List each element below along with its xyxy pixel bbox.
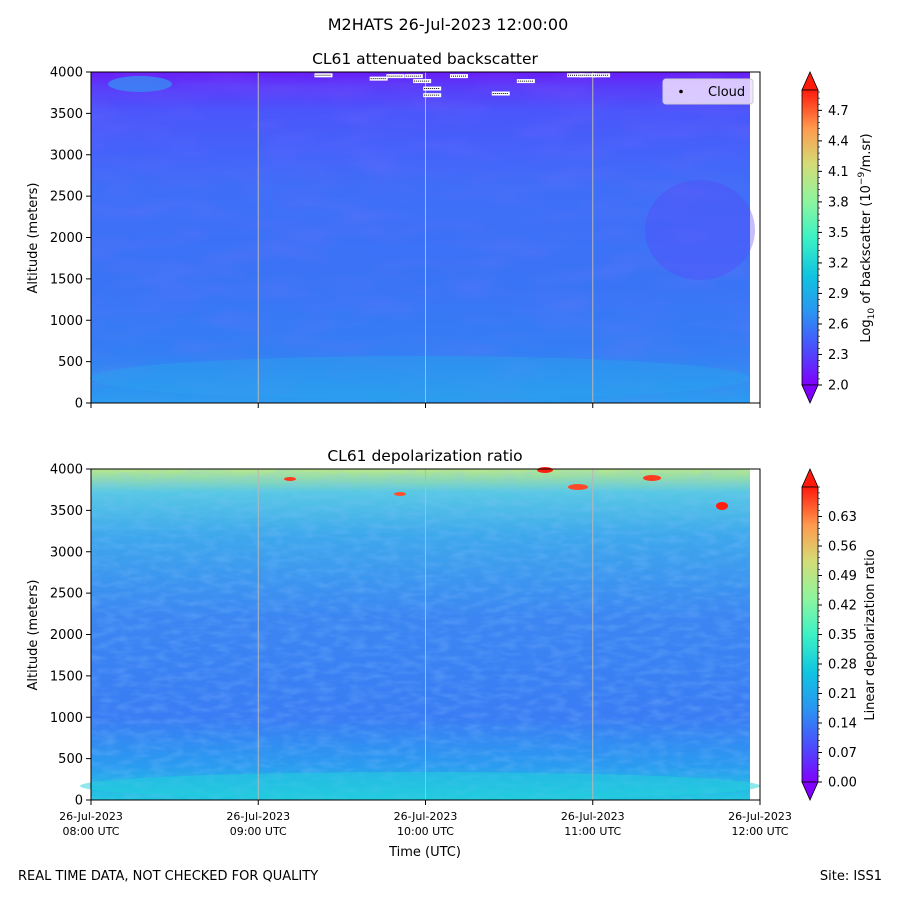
y-tick-label: 2500 xyxy=(50,190,83,205)
x-tick-label-date: 26-Jul-2023 xyxy=(728,810,792,823)
quality-disclaimer: REAL TIME DATA, NOT CHECKED FOR QUALITY xyxy=(18,869,319,884)
figure-suptitle: M2HATS 26-Jul-2023 12:00:00 xyxy=(328,15,569,34)
legend: Cloud xyxy=(662,78,754,105)
colorbar-tick-label: 2.3 xyxy=(828,348,849,363)
depolarization-lower-band xyxy=(80,772,760,800)
x-tick-label-date: 26-Jul-2023 xyxy=(59,810,123,823)
depolarization-colorbar-label: Linear depolarization ratio xyxy=(863,549,878,720)
colorbar-tick-label: 0.07 xyxy=(828,746,857,761)
depolarization-title: CL61 depolarization ratio xyxy=(327,447,522,465)
colorbar-tick-label: 0.35 xyxy=(828,628,857,643)
backscatter-ylabel: Altitude (meters) xyxy=(26,183,41,294)
y-tick-label: 1000 xyxy=(50,711,83,726)
colorbar-tick-label: 4.1 xyxy=(828,165,849,180)
y-tick-label: 3500 xyxy=(50,504,83,519)
y-tick-label: 3500 xyxy=(50,107,83,122)
depolarization-xlabel: Time (UTC) xyxy=(388,845,461,860)
backscatter-colorbar-label: Log10 of backscatter (10−9/m.sr) xyxy=(857,133,877,342)
colorbar-tick-label: 4.4 xyxy=(828,134,849,149)
colorbar-tick-label: 0.42 xyxy=(828,599,857,614)
y-tick-label: 500 xyxy=(58,355,83,370)
colorbar-tick-label: 3.8 xyxy=(828,195,849,210)
depolarization-red-spot xyxy=(716,502,728,510)
y-tick-label: 500 xyxy=(58,752,83,767)
backscatter-colorbar-fill xyxy=(801,89,819,386)
legend-cloud-marker xyxy=(679,89,683,94)
backscatter-colorbar-bottom-arrow xyxy=(801,384,819,404)
depolarization-colorbar: 0.00 0.07 0.14 0.21 0.28 0.35 0.42 0.49 0.56 0.63… xyxy=(801,468,878,801)
colorbar-tick-label: 0.21 xyxy=(828,687,857,702)
backscatter-colorbar-top-arrow xyxy=(801,71,819,91)
x-tick-label-date: 26-Jul-2023 xyxy=(561,810,625,823)
y-tick-label: 0 xyxy=(75,397,83,412)
colorbar-tick-label: 0.49 xyxy=(828,569,857,584)
colorbar-tick-label: 0.14 xyxy=(828,717,857,732)
depolarization-texture xyxy=(91,469,750,800)
y-tick-label: 2000 xyxy=(50,231,83,246)
legend-cloud-label: Cloud xyxy=(708,85,745,100)
legend-box xyxy=(662,78,754,105)
depolarization-red-spot xyxy=(537,467,553,473)
x-tick-label-time: 12:00 UTC xyxy=(731,825,788,838)
x-tick-label-time: 10:00 UTC xyxy=(397,825,454,838)
backscatter-purple-patch xyxy=(645,180,755,280)
y-tick-label: 3000 xyxy=(50,545,83,560)
backscatter-upper-cloud-patch xyxy=(108,76,172,92)
y-tick-label: 1500 xyxy=(50,669,83,684)
depolarization-ylabel: Altitude (meters) xyxy=(26,580,41,691)
x-tick-label-time: 09:00 UTC xyxy=(230,825,287,838)
depolarization-colorbar-top-arrow xyxy=(801,468,819,488)
y-tick-label: 1500 xyxy=(50,272,83,287)
x-tick-label-time: 08:00 UTC xyxy=(62,825,119,838)
depolarization-colorbar-fill xyxy=(801,486,819,783)
y-tick-label: 3000 xyxy=(50,148,83,163)
colorbar-tick-label: 0.28 xyxy=(828,658,857,673)
backscatter-lower-band xyxy=(90,356,750,400)
colorbar-tick-label: 2.0 xyxy=(828,379,849,394)
colorbar-tick-label: 4.7 xyxy=(828,104,849,119)
depolarization-red-spot xyxy=(568,484,588,490)
x-tick-label-date: 26-Jul-2023 xyxy=(394,810,458,823)
colorbar-tick-label: 0.00 xyxy=(828,776,857,791)
y-tick-label: 1000 xyxy=(50,314,83,329)
y-tick-label: 0 xyxy=(75,794,83,809)
colorbar-tick-label: 3.5 xyxy=(828,226,849,241)
colorbar-tick-label: 0.63 xyxy=(828,510,857,525)
site-label: Site: ISS1 xyxy=(819,869,882,884)
backscatter-texture xyxy=(91,72,750,403)
colorbar-tick-label: 2.6 xyxy=(828,317,849,332)
depolarization-panel: CL61 depolarization ratio 0 500 1000 1500 20… xyxy=(26,447,792,860)
colorbar-tick-label: 3.2 xyxy=(828,256,849,271)
y-tick-label: 4000 xyxy=(50,66,83,81)
depolarization-colorbar-bottom-arrow xyxy=(801,781,819,801)
y-tick-label: 4000 xyxy=(50,463,83,478)
x-tick-label-date: 26-Jul-2023 xyxy=(226,810,290,823)
y-tick-label: 2000 xyxy=(50,628,83,643)
colorbar-tick-label: 0.56 xyxy=(828,540,857,555)
depolarization-red-spot xyxy=(643,475,661,481)
y-tick-label: 2500 xyxy=(50,587,83,602)
x-tick-label-time: 11:00 UTC xyxy=(564,825,621,838)
colorbar-tick-label: 2.9 xyxy=(828,287,849,302)
depolarization-red-spot xyxy=(394,492,406,496)
depolarization-red-spot xyxy=(284,477,296,481)
backscatter-panel: CL61 attenuated backscatter 0 500 1000 1500… xyxy=(26,50,761,412)
backscatter-colorbar: 2.0 2.3 2.6 2.9 3.2 3.5 3.8 4.1 4.4 4.7 Log10 of … xyxy=(801,71,877,404)
backscatter-title: CL61 attenuated backscatter xyxy=(312,50,538,68)
